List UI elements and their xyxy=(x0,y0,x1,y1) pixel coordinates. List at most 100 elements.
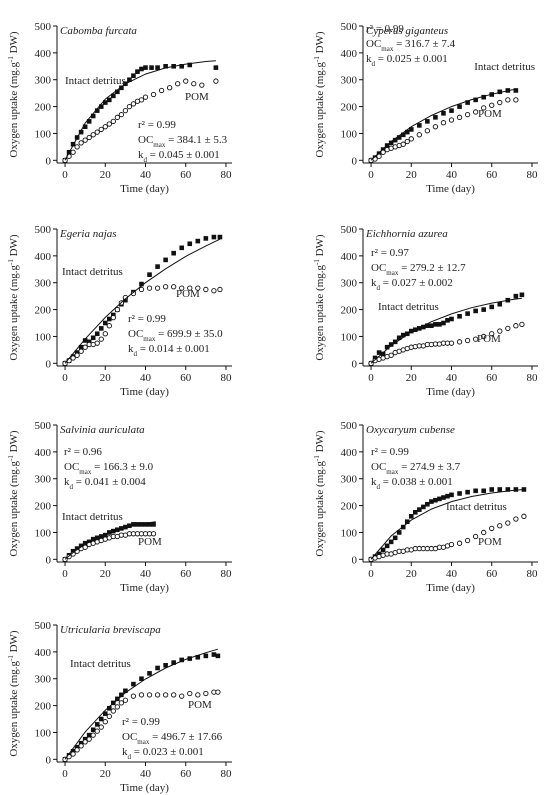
circle-marker xyxy=(138,97,145,103)
panel-title: Cabomba furcata xyxy=(60,25,137,37)
annotation-part: = 274.9 ± 3.7 xyxy=(398,461,460,473)
square-marker xyxy=(119,85,124,91)
square-marker xyxy=(425,323,430,329)
annotation-part: OC xyxy=(371,461,386,473)
panel-title: Egeria najas xyxy=(59,228,117,240)
fit-curve xyxy=(370,88,516,161)
square-marker xyxy=(135,69,140,74)
circle-marker xyxy=(456,540,463,546)
y-axis-label-part: DW) xyxy=(8,234,20,259)
square-marker xyxy=(388,539,394,545)
square-marker xyxy=(513,293,519,299)
circle-marker xyxy=(199,82,205,88)
circle-marker xyxy=(126,103,133,110)
square-marker xyxy=(102,100,108,105)
square-marker xyxy=(149,65,154,70)
x-tick-label: 80 xyxy=(220,169,232,181)
panel: 0 100 200 300 400 500 0 20 40 60 80 Time (day) Oxyge… xyxy=(313,420,538,594)
y-tick-label: 0 xyxy=(46,155,52,167)
annotation-part: OC xyxy=(128,328,143,340)
y-axis-label: Oxygen uptake (mg.g-1 DW) xyxy=(7,630,20,757)
square-marker xyxy=(433,115,438,120)
y-tick-label: 100 xyxy=(341,128,358,140)
y-axis-label-part: DW) xyxy=(8,630,20,655)
square-marker xyxy=(74,350,80,355)
circle-marker xyxy=(424,128,431,134)
square-marker xyxy=(131,73,136,78)
y-axis-label-part: -1 xyxy=(7,455,15,461)
annotation: kd = 0.038 ± 0.001 xyxy=(371,476,453,491)
annotation-part: = 0.014 ± 0.001 xyxy=(137,343,210,355)
x-tick-label: 80 xyxy=(220,372,232,384)
square-marker xyxy=(513,88,519,93)
square-marker xyxy=(473,308,478,314)
square-marker xyxy=(139,676,144,682)
square-marker xyxy=(473,97,478,103)
square-marker xyxy=(123,524,128,530)
annotation-part: = 496.7 ± 17.66 xyxy=(149,731,222,743)
x-tick-label: 20 xyxy=(406,169,418,181)
annotation-part: OC xyxy=(371,262,386,274)
annotation: kd = 0.041 ± 0.004 xyxy=(64,476,146,491)
circle-marker xyxy=(519,321,525,328)
circle-marker xyxy=(130,101,137,107)
square-marker xyxy=(147,272,152,277)
circle-marker xyxy=(440,120,447,126)
square-marker xyxy=(74,546,80,551)
panel-title: Eichhornia azurea xyxy=(365,228,448,240)
square-marker xyxy=(465,489,470,495)
x-tick-label: 80 xyxy=(220,768,232,780)
annotation: kd = 0.045 ± 0.001 xyxy=(138,149,220,164)
x-axis-label: Time (day) xyxy=(426,183,475,195)
circle-marker xyxy=(472,533,479,540)
y-axis-label: Oxygen uptake (mg.g-1 DW) xyxy=(7,234,20,361)
square-marker xyxy=(497,301,503,307)
series-label: Intact detritus xyxy=(70,658,131,670)
circle-marker xyxy=(497,99,503,106)
square-marker xyxy=(171,250,176,256)
square-marker xyxy=(433,497,438,503)
square-marker xyxy=(147,522,152,527)
annotation-part: max xyxy=(386,269,399,277)
circle-marker xyxy=(448,340,455,346)
annotation-part: k xyxy=(64,476,70,488)
x-tick-label: 0 xyxy=(62,768,68,780)
square-marker xyxy=(106,705,112,711)
circle-marker xyxy=(118,111,125,118)
fit-curve xyxy=(64,60,216,161)
square-marker xyxy=(408,127,414,132)
annotation: r² = 0.99 xyxy=(371,446,409,458)
y-axis-label-part: -1 xyxy=(7,56,15,62)
square-marker xyxy=(127,77,132,83)
square-marker xyxy=(421,504,426,510)
square-marker xyxy=(203,236,209,241)
annotation-part: max xyxy=(79,468,92,476)
y-tick-label: 400 xyxy=(341,251,358,263)
circle-marker xyxy=(102,331,108,337)
square-marker xyxy=(392,535,398,541)
square-marker xyxy=(106,316,112,322)
annotation-part: k xyxy=(122,746,128,758)
y-tick-label: 400 xyxy=(35,647,52,659)
circle-marker xyxy=(70,149,76,155)
square-marker xyxy=(372,355,378,361)
square-marker xyxy=(441,111,446,116)
y-tick-label: 0 xyxy=(352,554,358,566)
annotation: r² = 0.99 xyxy=(366,23,404,35)
y-axis-label-part: Oxygen uptake (mg.g xyxy=(8,264,20,360)
circle-marker xyxy=(513,323,519,329)
circle-marker xyxy=(187,285,193,291)
square-marker xyxy=(396,135,402,140)
x-axis-label: Time (day) xyxy=(426,582,475,594)
circle-marker xyxy=(195,285,201,291)
circle-marker xyxy=(110,118,116,125)
circle-marker xyxy=(98,126,104,133)
circle-marker xyxy=(106,121,112,127)
circle-marker xyxy=(154,285,161,291)
circle-marker xyxy=(380,149,386,155)
square-marker xyxy=(408,328,414,334)
square-marker xyxy=(111,93,116,99)
annotation: OCmax = 166.3 ± 9.0 xyxy=(64,461,154,476)
annotation-part: = 0.025 ± 0.001 xyxy=(375,53,448,65)
square-marker xyxy=(131,522,136,527)
